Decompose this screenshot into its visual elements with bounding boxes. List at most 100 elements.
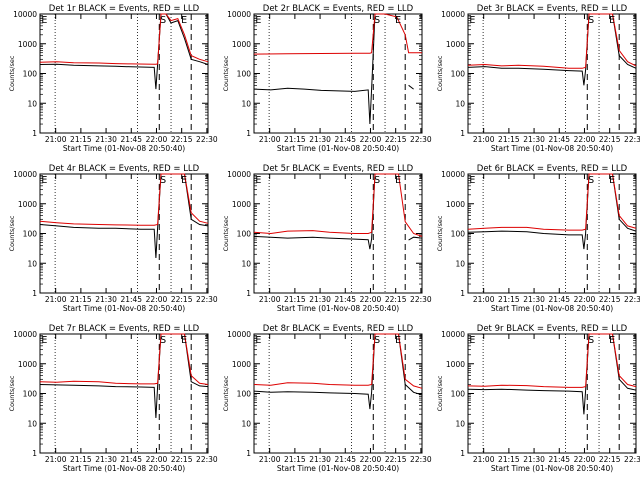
x-tick-label: 21:45 [120,135,142,144]
panel-7: Det 7r BLACK = Events, RED = LLD 1 10 100 10… [8,324,218,473]
flag-marker-s: S [160,175,166,186]
x-tick-label: 22:15 [385,135,407,144]
x-tick-label: 22:30 [410,135,432,144]
y-tick-label: 10000 [227,330,251,339]
y-axis-label: Counts/sec [436,375,444,411]
series-line-lld [39,173,209,226]
x-tick-label: 22:30 [410,455,432,464]
x-tick-label: 21:00 [259,295,281,304]
series-line-lld [39,333,209,385]
series-line-lld [467,333,637,388]
series-line-events [253,333,423,410]
y-tick-label: 1 [246,449,251,458]
flag-marker-s: S [374,335,380,346]
x-tick-label: 21:15 [284,455,306,464]
x-tick-label: 22:30 [624,135,640,144]
series-line-events [39,173,209,259]
x-tick-label: 21:45 [120,455,142,464]
flag-marker-e: E [41,335,47,346]
series-line-lld [253,13,422,55]
x-axis-label: Start Time (01-Nov-08 20:50:40) [63,144,185,153]
series-line-events [253,13,414,125]
panel-2: Det 2r BLACK = Events, RED = LLD 1 10 100 10… [222,4,432,153]
flag-marker-s: S [160,15,166,26]
panel-title: Det 9r BLACK = Events, RED = LLD [477,324,628,334]
x-tick-label: 21:15 [498,455,520,464]
flag-marker-e: E [469,15,475,26]
x-tick-label: 21:45 [334,455,356,464]
y-tick-label: 10 [241,99,251,108]
x-tick-label: 21:00 [45,135,67,144]
y-tick-label: 100 [451,230,466,239]
y-tick-label: 1000 [446,40,465,49]
y-tick-label: 10 [241,419,251,428]
flag-marker-s: S [374,15,380,26]
y-tick-label: 10000 [441,10,465,19]
x-tick-label: 21:15 [284,135,306,144]
flag-marker-e: E [609,335,615,346]
y-tick-label: 1 [460,129,465,138]
panel-title: Det 5r BLACK = Events, RED = LLD [263,164,414,174]
y-tick-label: 10000 [227,10,251,19]
y-tick-label: 10 [27,259,37,268]
series-line-lld [253,333,423,389]
x-tick-label: 22:00 [146,455,168,464]
x-tick-label: 21:00 [259,135,281,144]
x-tick-label: 21:45 [548,295,570,304]
x-tick-label: 22:15 [599,135,621,144]
x-axis-label: Start Time (01-Nov-08 20:50:40) [277,144,399,153]
y-axis-label: Counts/sec [222,55,230,91]
y-tick-label: 100 [23,390,38,399]
x-axis-label: Start Time (01-Nov-08 20:50:40) [277,304,399,313]
x-tick-label: 21:45 [334,135,356,144]
panel-1: Det 1r BLACK = Events, RED = LLD 1 10 100 10… [8,4,218,153]
y-tick-label: 1000 [18,200,37,209]
panel-5: Det 5r BLACK = Events, RED = LLD 1 10 100 10… [222,164,432,313]
panel-title: Det 1r BLACK = Events, RED = LLD [49,4,200,14]
x-tick-label: 22:15 [171,295,193,304]
x-tick-label: 22:00 [146,135,168,144]
y-axis-label: Counts/sec [436,215,444,251]
y-tick-label: 10000 [13,330,37,339]
x-tick-label: 21:00 [473,455,495,464]
x-tick-label: 22:30 [196,455,218,464]
y-tick-label: 1000 [232,360,251,369]
flag-marker-e: E [181,335,187,346]
x-tick-label: 22:15 [385,295,407,304]
y-tick-label: 10000 [13,170,37,179]
panel-title: Det 2r BLACK = Events, RED = LLD [263,4,414,14]
x-tick-label: 21:30 [309,135,331,144]
y-tick-label: 10 [27,419,37,428]
x-tick-label: 21:15 [70,455,92,464]
x-tick-label: 22:00 [574,455,596,464]
y-tick-label: 10 [27,99,37,108]
plot-frame [467,13,637,134]
flag-marker-s: S [588,15,594,26]
panel-8: Det 8r BLACK = Events, RED = LLD 1 10 100 10… [222,324,432,473]
series-line-lld [467,13,637,69]
x-axis-label: Start Time (01-Nov-08 20:50:40) [277,464,399,473]
x-axis-label: Start Time (01-Nov-08 20:50:40) [63,464,185,473]
y-tick-label: 10 [241,259,251,268]
flag-marker-e: E [41,175,47,186]
y-tick-label: 100 [237,230,252,239]
x-tick-label: 21:00 [45,295,67,304]
x-tick-label: 21:30 [95,455,117,464]
panel-4: Det 4r BLACK = Events, RED = LLD 1 10 100 10… [8,164,218,313]
y-tick-label: 1000 [446,200,465,209]
y-tick-label: 10 [455,259,465,268]
plot-frame [467,333,637,454]
y-tick-label: 1 [32,449,37,458]
plot-frame [39,333,209,454]
panel-9: Det 9r BLACK = Events, RED = LLD 1 10 100 10… [436,324,640,473]
series-line-events [467,333,637,415]
x-tick-label: 21:15 [498,295,520,304]
y-tick-label: 1 [460,289,465,298]
y-tick-label: 1000 [18,40,37,49]
x-tick-label: 22:00 [360,295,382,304]
y-axis-label: Counts/sec [436,55,444,91]
y-tick-label: 1 [246,289,251,298]
y-tick-label: 100 [23,70,38,79]
x-tick-label: 21:45 [334,295,356,304]
